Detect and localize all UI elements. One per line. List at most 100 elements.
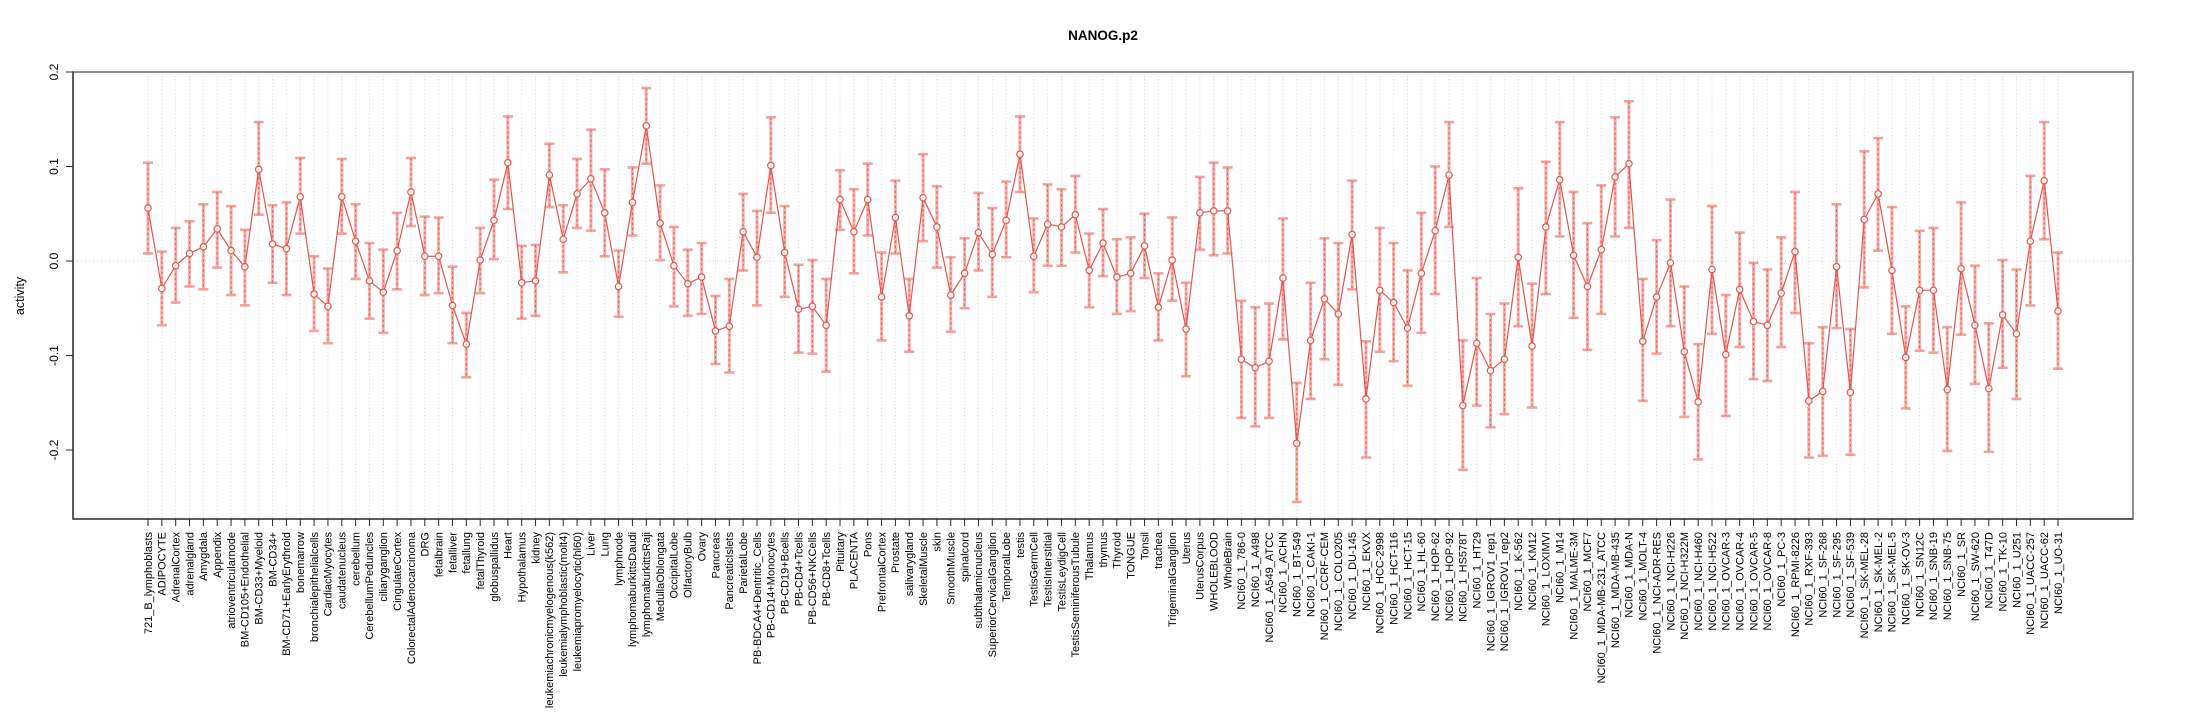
x-tick-label: ColorectalAdenocarcinoma xyxy=(406,531,418,664)
x-tick-label: NCI60_1_MDA-N xyxy=(1624,532,1636,618)
data-point xyxy=(1196,209,1204,217)
x-tick-label: bonemarrow xyxy=(295,532,307,593)
x-tick-label: Thyroid xyxy=(1112,532,1124,569)
data-point xyxy=(1583,282,1592,291)
data-point xyxy=(1915,286,1924,295)
x-tick-label: NCI60_1_SF-539 xyxy=(1845,532,1857,618)
data-point xyxy=(683,279,692,288)
data-point xyxy=(1901,353,1910,362)
x-tick-label: NCI60_1_NCI-H522 xyxy=(1707,532,1719,630)
x-tick-label: leukemiachronicmyelogenous(k562) xyxy=(544,532,556,708)
x-tick-label: PLACENTA xyxy=(849,531,861,589)
data-point xyxy=(158,284,166,293)
data-point xyxy=(1403,324,1412,332)
x-tick-label: lymphnode xyxy=(613,532,625,586)
x-tick-label: ParietalLobe xyxy=(738,532,750,594)
data-point xyxy=(1320,294,1329,303)
data-point xyxy=(254,165,263,174)
x-tick-label: NCI60_1_CCRF-CEM xyxy=(1319,532,1331,640)
x-tick-label: Amygdala xyxy=(198,531,210,581)
data-point xyxy=(877,293,886,301)
data-point xyxy=(1140,242,1149,250)
x-tick-label: NCI60_1_K-562 xyxy=(1513,532,1525,611)
x-tick-label: BM-CD71+EarlyErythroid xyxy=(281,532,293,656)
x-tick-label: NCI60_1_TK-10 xyxy=(1997,532,2009,612)
x-tick-label: NCI60_1_786-0 xyxy=(1236,532,1248,610)
x-tick-label: NCI60_1_SNB-75 xyxy=(1942,532,1954,620)
data-point xyxy=(587,174,595,183)
data-point xyxy=(1417,269,1426,278)
data-point xyxy=(767,161,775,170)
x-tick-label: CingulateCortex xyxy=(392,532,404,611)
x-tick-label: PancreaticIslets xyxy=(724,532,736,610)
x-tick-label: NCI60_1_KM12 xyxy=(1527,532,1539,610)
x-tick-label: NCI60_1_U251 xyxy=(2011,532,2023,608)
x-tick-label: Appendix xyxy=(212,532,224,578)
x-tick-label: TONGUE xyxy=(1125,532,1137,579)
data-point xyxy=(2040,176,2048,185)
data-point xyxy=(1998,311,2007,319)
x-tick-label: NCI60_1_NCI-H460 xyxy=(1693,532,1705,630)
data-point xyxy=(1043,220,1052,228)
x-tick-label: NCI60_1_HCT-116 xyxy=(1388,532,1400,625)
x-tick-label: CerebellumPeduncles xyxy=(364,532,376,640)
x-tick-label: NCI60_1_RPMI-8226 xyxy=(1790,532,1802,637)
data-point xyxy=(296,192,305,201)
data-point xyxy=(144,204,152,212)
x-tick-label: globuspallidus xyxy=(489,532,501,602)
data-point xyxy=(1791,247,1799,256)
x-tick-label: PB-CD56+NKCells xyxy=(807,532,819,625)
x-tick-label: bronchialepithelialcells xyxy=(309,532,321,643)
x-tick-label: NCI60_1_SK-MEL-28 xyxy=(1859,532,1871,638)
y-tick-label: -0.2 xyxy=(47,439,61,460)
data-point xyxy=(2026,237,2035,245)
x-tick-label: NCI60_1_MALME-3M xyxy=(1568,532,1580,640)
data-point xyxy=(531,277,540,285)
data-point xyxy=(1348,230,1356,239)
data-point xyxy=(379,288,388,296)
x-tick-label: MedullaOblongata xyxy=(655,531,667,621)
x-tick-label: thymus xyxy=(1098,532,1110,568)
data-point xyxy=(1292,439,1301,448)
data-point xyxy=(1306,336,1315,345)
x-tick-label: Thalamus xyxy=(1084,532,1096,581)
x-tick-label: NCI60_1_SK-MEL-5 xyxy=(1887,532,1899,632)
data-point xyxy=(171,261,180,270)
gridlines xyxy=(73,72,2133,519)
data-point xyxy=(628,198,637,207)
data-point xyxy=(836,195,844,204)
x-tick-label: PB-BDCA4+Dentritic_Cells xyxy=(752,532,764,665)
x-tick-label: 721_B_lymphoblasts xyxy=(143,532,155,635)
x-tick-label: fetalliver xyxy=(447,532,459,573)
data-point xyxy=(1722,350,1730,359)
x-tick-label: Lung xyxy=(600,532,612,556)
data-point xyxy=(1362,395,1370,403)
data-point xyxy=(974,228,983,237)
x-tick-label: NCI60_1_PC-3 xyxy=(1776,532,1788,607)
data-point xyxy=(1763,321,1772,330)
x-tick-label: UterusCorpus xyxy=(1195,532,1207,600)
data-point xyxy=(1057,223,1066,231)
y-tick-label: 0.0 xyxy=(47,252,61,269)
x-tick-label: TemporalLobe xyxy=(1001,532,1013,602)
data-point xyxy=(365,277,374,285)
data-point xyxy=(891,213,900,222)
data-point xyxy=(351,237,360,245)
data-point xyxy=(1334,310,1343,318)
data-point xyxy=(1860,215,1869,224)
data-point xyxy=(213,225,222,233)
data-point xyxy=(421,252,429,261)
data-point xyxy=(1957,264,1965,273)
y-tick-label: 0.2 xyxy=(47,63,61,80)
plot-frame xyxy=(66,71,2134,526)
x-tick-label: NCI60_1_UO-31 xyxy=(2053,532,2065,614)
data-point xyxy=(199,243,208,251)
x-tick-label: NCI60_1_SN12C xyxy=(1914,532,1926,617)
data-point xyxy=(1666,259,1675,267)
data-point xyxy=(960,269,969,278)
data-point xyxy=(1971,321,1979,330)
x-tick-label: NCI60_1_NCI-ADR-RES xyxy=(1651,532,1663,654)
x-tick-label: NCI60_1_NCI-H322M xyxy=(1679,532,1691,640)
x-tick-label: WholeBrain xyxy=(1222,532,1234,589)
